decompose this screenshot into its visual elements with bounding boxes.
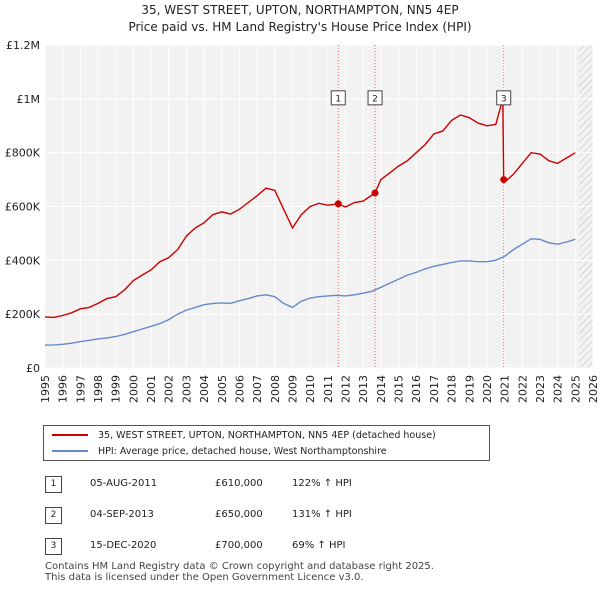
sale-point [500,176,508,184]
x-tick-label: 2004 [198,375,211,403]
sale-hpi-change: 131% ↑ HPI [292,509,352,520]
x-tick-label: 2011 [322,375,335,403]
x-tick-label: 1996 [57,375,70,403]
sale-marker-box [330,90,346,106]
sale-number-badge: 3 [45,538,62,555]
x-tick-label: 2002 [163,375,176,403]
sale-number-badge: 1 [45,476,62,493]
sale-marker-label: 2 [372,94,378,104]
footer-line-copyright: Contains HM Land Registry data © Crown c… [45,561,434,572]
legend-label-hpi: HPI: Average price, detached house, West… [98,445,387,457]
sale-hpi-change: 69% ↑ HPI [292,540,346,551]
x-tick-label: 2024 [552,375,565,403]
x-tick-label: 1997 [74,375,87,403]
x-tick-label: 2014 [375,375,388,403]
legend-item-hpi: HPI: Average price, detached house, West… [52,443,387,459]
x-tick-label: 2015 [393,375,406,403]
x-tick-label: 2006 [233,375,246,403]
y-tick-label: £600K [5,201,41,214]
x-tick-label: 1995 [39,375,52,403]
x-tick-label: 2008 [269,375,282,403]
sale-marker-box [367,90,383,106]
chart-legend: 35, WEST STREET, UPTON, NORTHAMPTON, NN5… [43,425,490,461]
x-tick-label: 1998 [92,375,105,403]
sale-row: 2 04-SEP-2013 £650,000 131% ↑ HPI [0,507,600,525]
y-tick-label: £400K [5,254,41,267]
legend-swatch-property [52,434,88,436]
sale-marker-label: 1 [335,94,341,104]
legend-label-property: 35, WEST STREET, UPTON, NORTHAMPTON, NN5… [98,429,436,441]
x-tick-label: 2010 [304,375,317,403]
x-tick-label: 2013 [357,375,370,403]
y-tick-label: £0 [26,362,40,375]
sale-date: 05-AUG-2011 [90,478,158,489]
series-line-property [44,98,576,319]
sale-date: 15-DEC-2020 [90,540,157,551]
x-tick-label: 2026 [587,375,600,403]
y-tick-label: £1.2M [6,39,40,52]
sale-row: 3 15-DEC-2020 £700,000 69% ↑ HPI [0,538,600,556]
sale-date: 04-SEP-2013 [90,509,154,520]
sale-price: £650,000 [215,509,263,520]
sale-price: £700,000 [215,540,263,551]
sale-price: £610,000 [215,478,263,489]
sale-marker-box [496,90,512,106]
x-tick-label: 2017 [428,375,441,403]
x-tick-label: 2003 [180,375,193,403]
x-tick-label: 2000 [127,375,140,403]
x-tick-label: 2025 [569,375,582,403]
x-tick-label: 2012 [340,375,353,403]
y-tick-label: £1M [17,93,41,106]
x-tick-label: 2005 [216,375,229,403]
series-line-hpi [44,238,576,346]
footer-attribution: Contains HM Land Registry data © Crown c… [45,561,434,583]
sale-row: 1 05-AUG-2011 £610,000 122% ↑ HPI [0,476,600,494]
x-tick-label: 2007 [251,375,264,403]
x-tick-label: 2023 [534,375,547,403]
sale-hpi-change: 122% ↑ HPI [292,478,352,489]
x-tick-label: 2018 [446,375,459,403]
sale-point [371,189,379,197]
footer-line-licence: This data is licensed under the Open Gov… [45,572,364,583]
x-tick-label: 2001 [145,375,158,403]
sale-marker-label: 3 [501,94,507,104]
y-tick-label: £200K [5,308,41,321]
x-tick-label: 2020 [481,375,494,403]
y-tick-label: £800K [5,147,41,160]
sale-number-badge: 2 [45,507,62,524]
x-tick-label: 2019 [463,375,476,403]
price-chart: £0 £200K £400K £600K £800K £1M £1.2M 1995 1996 19… [5,39,600,403]
x-tick-label: 1999 [110,375,123,403]
x-tick-label: 2009 [286,375,299,403]
legend-item-property: 35, WEST STREET, UPTON, NORTHAMPTON, NN5… [52,427,436,443]
x-tick-label: 2021 [499,375,512,403]
x-tick-label: 2022 [516,375,529,403]
x-tick-label: 2016 [410,375,423,403]
chart-title: 35, WEST STREET, UPTON, NORTHAMPTON, NN5… [141,3,459,17]
sale-point [334,200,342,208]
legend-swatch-hpi [52,450,88,452]
chart-subtitle: Price paid vs. HM Land Registry's House … [128,20,472,34]
